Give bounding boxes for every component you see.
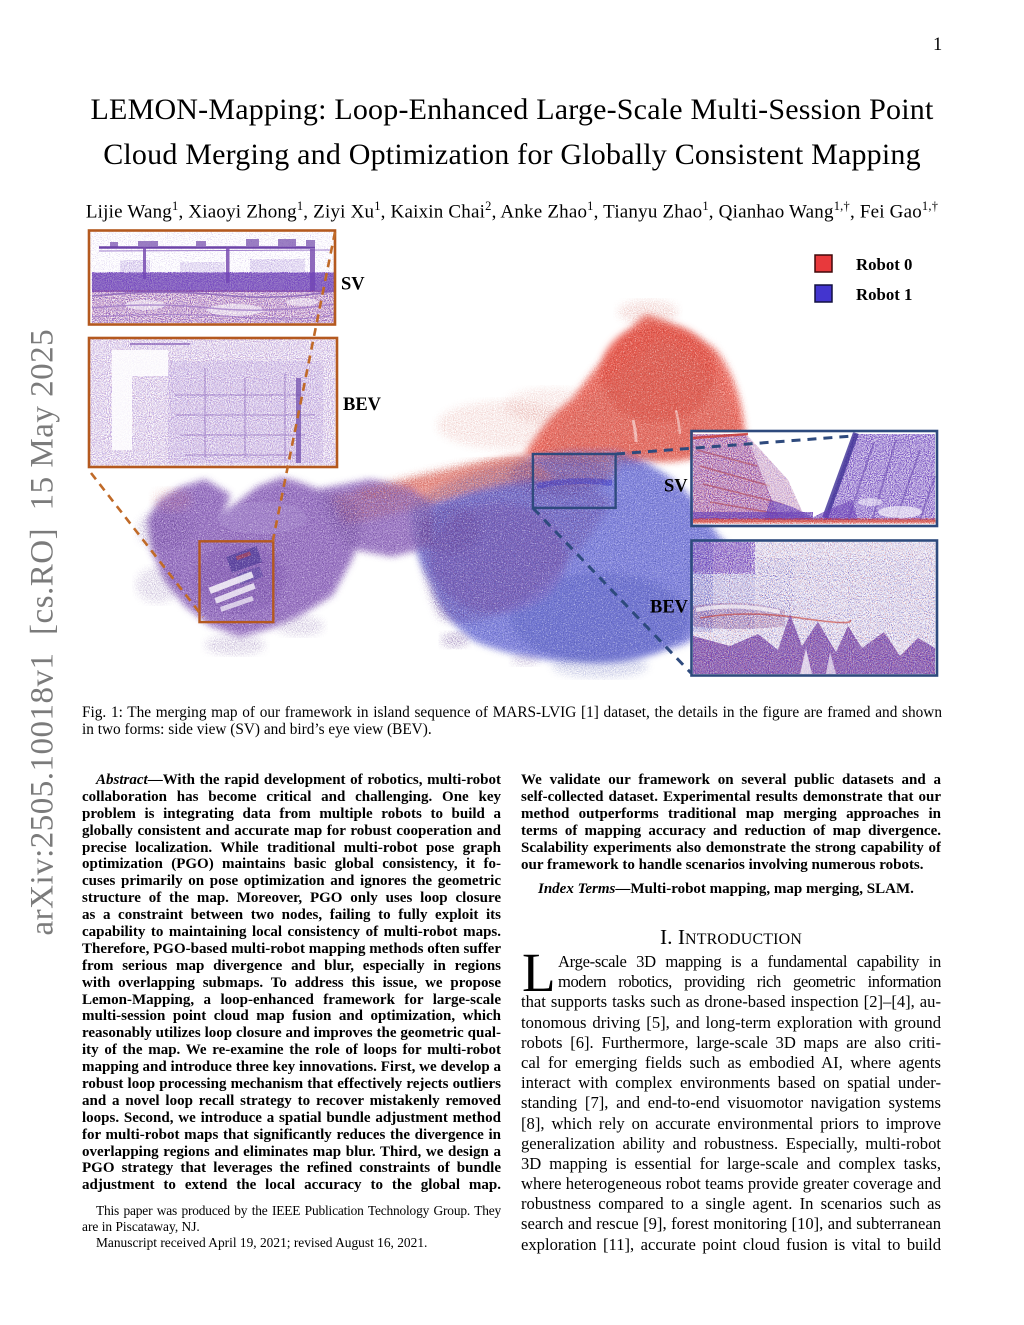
svg-text:SV: SV [664,477,688,497]
svg-text:Robot 1: Robot 1 [856,285,912,304]
svg-text:BEV: BEV [650,598,689,618]
svg-text:SV: SV [341,275,365,295]
svg-text:Robot 0: Robot 0 [856,255,912,274]
svg-text:BEV: BEV [343,395,382,415]
